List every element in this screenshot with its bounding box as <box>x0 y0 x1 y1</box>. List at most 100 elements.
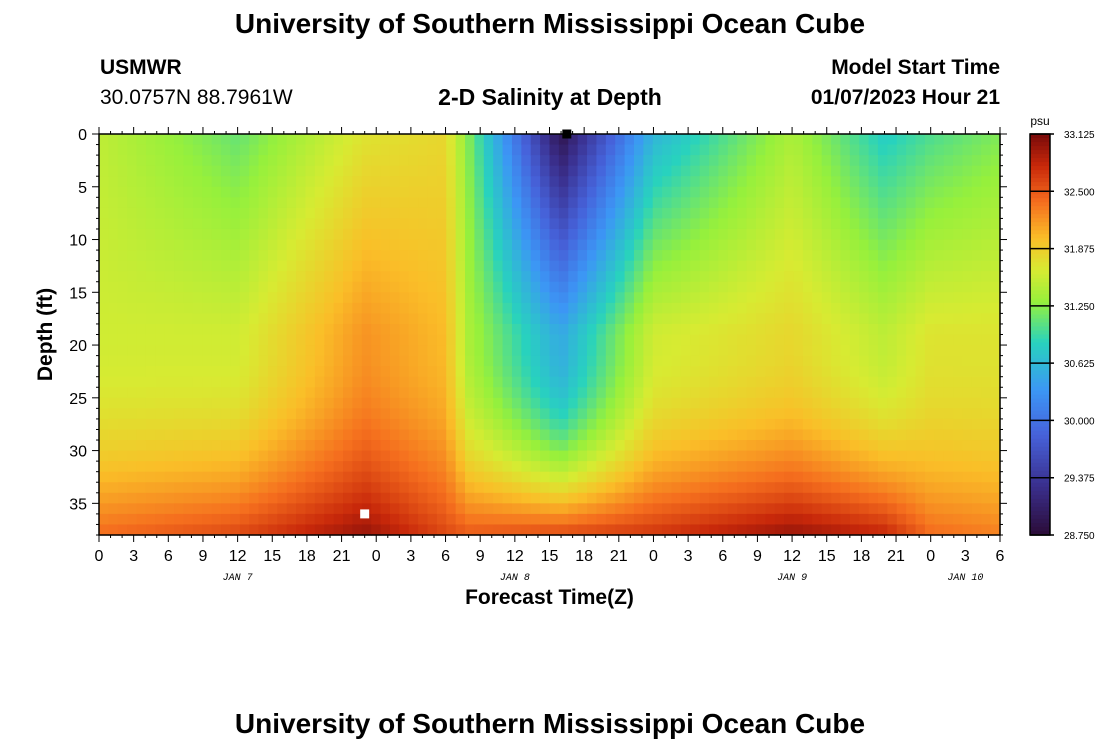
colorbar-segment <box>1030 362 1050 368</box>
heatmap-cell <box>915 281 926 293</box>
heatmap-cell <box>990 239 1001 251</box>
heatmap-cell <box>915 492 926 504</box>
heatmap-cell <box>971 418 982 431</box>
heatmap-cell <box>737 429 748 441</box>
heatmap-cell <box>953 461 964 473</box>
heatmap-cell <box>877 524 888 536</box>
heatmap-cell <box>615 345 626 357</box>
heatmap-cell <box>230 281 241 293</box>
colorbar-segment <box>1030 410 1050 416</box>
heatmap-cell <box>286 281 297 293</box>
heatmap-cell <box>436 524 447 536</box>
heatmap-cell <box>633 239 644 251</box>
heatmap-cell <box>737 503 748 515</box>
colorbar: 33.12532.50031.87531.25030.62530.00029.3… <box>1029 130 1095 542</box>
heatmap-cell <box>671 144 682 156</box>
heatmap-cell <box>202 387 213 399</box>
heatmap-cell <box>408 165 419 177</box>
date-label: JAN 8 <box>500 573 530 584</box>
heatmap-cell <box>155 492 166 504</box>
heatmap-cell <box>671 186 682 198</box>
heatmap-cell <box>981 503 992 515</box>
heatmap-cell <box>755 355 766 367</box>
heatmap-cell <box>174 323 185 336</box>
heatmap-cell <box>314 408 325 420</box>
heatmap-cell <box>333 471 344 483</box>
heatmap-cell <box>821 524 832 536</box>
heatmap-cell <box>249 482 260 494</box>
colorbar-segment <box>1030 450 1050 456</box>
heatmap-cell <box>990 524 1001 536</box>
heatmap-cell <box>277 450 288 462</box>
heatmap-cell <box>596 503 607 515</box>
heatmap-cell <box>662 450 673 462</box>
heatmap-cell <box>427 482 438 494</box>
heatmap-cell <box>136 260 147 272</box>
heatmap-cell <box>924 334 935 346</box>
heatmap-cell <box>343 513 354 526</box>
heatmap-cell <box>230 503 241 515</box>
heatmap-cell <box>371 492 382 504</box>
heatmap-cell <box>755 186 766 198</box>
heatmap-cell <box>211 292 222 304</box>
heatmap-cell <box>202 186 213 198</box>
colorbar-segment <box>1030 350 1050 356</box>
heatmap-cell <box>361 292 372 304</box>
heatmap-cell <box>155 323 166 336</box>
heatmap-cell <box>737 239 748 251</box>
heatmap-cell <box>399 302 410 314</box>
heatmap-cell <box>699 471 710 483</box>
heatmap-cell <box>765 355 776 367</box>
heatmap-cell <box>549 207 560 220</box>
heatmap-cell <box>868 366 879 378</box>
heatmap-cell <box>305 281 316 293</box>
heatmap-cell <box>455 134 466 146</box>
heatmap-cell <box>587 345 598 357</box>
heatmap-cell <box>615 429 626 441</box>
heatmap-cell <box>230 239 241 251</box>
heatmap-cell <box>587 397 598 409</box>
heatmap-cell <box>587 250 598 262</box>
heatmap-cell <box>568 228 579 241</box>
heatmap-cell <box>258 323 269 336</box>
heatmap-cell <box>99 155 109 167</box>
heatmap-cell <box>502 165 513 177</box>
heatmap-cell <box>324 271 335 283</box>
heatmap-cell <box>877 165 888 177</box>
heatmap-cell <box>352 144 363 156</box>
heatmap-cell <box>418 165 429 177</box>
heatmap-cell <box>793 513 804 526</box>
heatmap-cell <box>324 313 335 325</box>
heatmap-cell <box>540 418 551 431</box>
heatmap-cell <box>474 302 485 314</box>
heatmap-cell <box>774 471 785 483</box>
heatmap-cell <box>643 186 654 198</box>
heatmap-cell <box>953 218 964 230</box>
heatmap-cell <box>108 492 119 504</box>
colorbar-segment <box>1030 454 1050 460</box>
colorbar-segment <box>1030 278 1050 283</box>
heatmap-cell <box>521 228 532 241</box>
heatmap-cell <box>821 334 832 346</box>
heatmap-cell <box>934 197 945 209</box>
heatmap-cell <box>755 155 766 167</box>
colorbar-unit: psu <box>1030 114 1049 128</box>
heatmap-cell <box>465 397 476 409</box>
heatmap-cell <box>971 186 982 198</box>
heatmap-cell <box>981 155 992 167</box>
heatmap-cell <box>859 440 870 452</box>
heatmap-cell <box>249 471 260 483</box>
heatmap-cell <box>117 450 128 462</box>
heatmap-cell <box>877 334 888 346</box>
colorbar-segment <box>1030 478 1050 484</box>
colorbar-tick-label: 33.125 <box>1064 130 1095 141</box>
heatmap-cell <box>352 313 363 325</box>
heatmap-cell <box>493 155 504 167</box>
heatmap-cell <box>680 218 691 230</box>
heatmap-cell <box>333 345 344 357</box>
heatmap-cell <box>953 197 964 209</box>
heatmap-cell <box>943 313 954 325</box>
heatmap-cell <box>371 355 382 367</box>
heatmap-cell <box>324 250 335 262</box>
heatmap-cell <box>296 524 307 536</box>
